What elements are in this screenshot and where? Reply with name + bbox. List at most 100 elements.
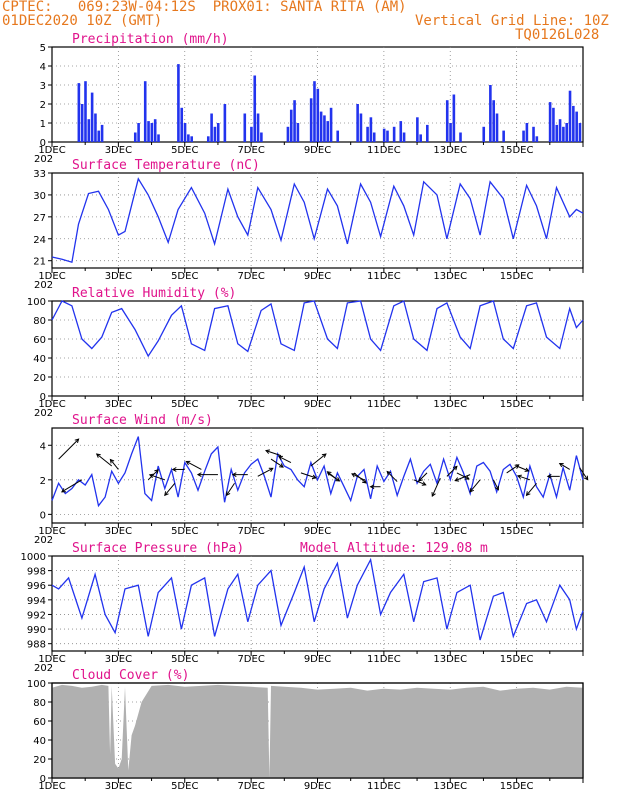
precip-bar [77, 83, 81, 142]
y-tick-label: 2 [40, 100, 46, 111]
x-tick-label: 1DEC [38, 526, 65, 537]
x-tick-label: 13DEC [433, 399, 467, 410]
x-tick-label: 9DEC [304, 399, 331, 410]
precip-bar [216, 123, 220, 142]
x-tick-label: 7DEC [237, 271, 264, 282]
precip-bar [426, 124, 429, 142]
precip-bar [296, 123, 300, 142]
x-tick-label: 3DEC [105, 781, 132, 792]
x-year-label: 202 [34, 663, 53, 674]
wind-vector [526, 482, 537, 496]
x-tick-label: 15DEC [500, 654, 534, 665]
y-tick-label: 40 [33, 354, 46, 365]
wind-vector [147, 469, 159, 481]
wind-arrowhead [583, 475, 589, 481]
panel-title: Surface Temperature (nC) [72, 158, 260, 173]
x-tick-label: 5DEC [171, 271, 198, 282]
y-tick-label: 30 [33, 191, 46, 202]
wind-arrowhead [361, 479, 367, 484]
precip-bar [402, 132, 406, 142]
header-model-id: TQ0126L028 [515, 27, 600, 43]
precip-bar [190, 136, 193, 142]
precip-bar [329, 107, 333, 142]
panel-title: Cloud Cover (%) [72, 668, 189, 683]
wind-vector [278, 456, 292, 463]
x-tick-label: 11DEC [367, 781, 401, 792]
x-tick-label: 3DEC [105, 526, 132, 537]
precip-bar [157, 134, 160, 142]
precip-bar [382, 128, 386, 142]
x-tick-label: 1DEC [38, 654, 65, 665]
wind-vector [456, 472, 470, 480]
wind-vector [517, 475, 531, 481]
wind-vector [431, 477, 441, 497]
wind-arrowhead [154, 469, 159, 474]
x-tick-label: 15DEC [500, 145, 534, 156]
y-tick-label: 21 [33, 257, 46, 268]
wind-vector [492, 479, 499, 491]
precip-bar [452, 94, 456, 142]
precip-bar [90, 92, 94, 142]
precip-bar [565, 123, 569, 142]
y-tick-label: 40 [33, 736, 46, 747]
wind-arrowhead [464, 475, 470, 480]
wind-arrowhead [418, 476, 424, 482]
precip-bar [94, 113, 97, 142]
x-tick-label: 7DEC [237, 526, 264, 537]
x-tick-label: 3DEC [105, 399, 132, 410]
precip-bar [316, 88, 320, 142]
wind-vector [257, 467, 273, 477]
wind-arrowhead [231, 472, 237, 478]
precip-bar [210, 113, 213, 142]
x-tick-label: 9DEC [304, 526, 331, 537]
y-tick-label: 27 [33, 213, 46, 224]
x-tick-label: 5DEC [171, 654, 198, 665]
wind-arrowhead [279, 463, 284, 468]
y-tick-label: 60 [33, 717, 46, 728]
precip-bar [495, 113, 499, 142]
precip-bar [309, 98, 313, 142]
precip-bar [359, 113, 363, 142]
precip-bar [143, 81, 147, 142]
wind-vector [270, 458, 284, 468]
precip-bar [150, 123, 154, 142]
wind-vector [386, 471, 398, 482]
precip-bar [449, 123, 452, 142]
x-year-label: 202 [34, 154, 53, 165]
wind-vector [418, 472, 428, 482]
precip-bar [532, 126, 535, 142]
precip-bar [492, 100, 495, 142]
wind-vector [446, 466, 458, 477]
x-tick-label: 9DEC [304, 145, 331, 156]
x-tick-label: 13DEC [433, 526, 467, 537]
precip-bar [319, 111, 323, 142]
x-tick-label: 11DEC [367, 654, 401, 665]
x-tick-label: 15DEC [500, 781, 534, 792]
wind-vector [516, 465, 529, 472]
wind-arrowhead [171, 467, 177, 472]
wind-vector [96, 453, 113, 467]
y-tick-label: 100 [27, 297, 46, 308]
series-line [51, 177, 584, 264]
x-tick-label: 13DEC [433, 781, 467, 792]
precip-bar [575, 111, 578, 142]
wind-arrowhead [164, 491, 169, 497]
x-tick-label: 1DEC [38, 781, 65, 792]
precip-bar [293, 100, 296, 142]
wind-arrowhead [494, 485, 499, 491]
panel-title: Relative Humidity (%) [72, 286, 236, 301]
precip-bar [399, 121, 403, 142]
precip-bar [213, 126, 217, 142]
wind-arrowhead [469, 487, 474, 493]
x-tick-label: 5DEC [171, 526, 198, 537]
wind-vector [149, 474, 165, 481]
precip-bar [100, 124, 104, 142]
precip-bar [87, 119, 91, 142]
x-tick-label: 5DEC [171, 145, 198, 156]
wind-arrowhead [225, 491, 231, 497]
precip-bar [548, 102, 552, 142]
x-year-label: 202 [34, 280, 53, 291]
wind-vector [413, 479, 426, 486]
precip-bar [97, 130, 101, 142]
